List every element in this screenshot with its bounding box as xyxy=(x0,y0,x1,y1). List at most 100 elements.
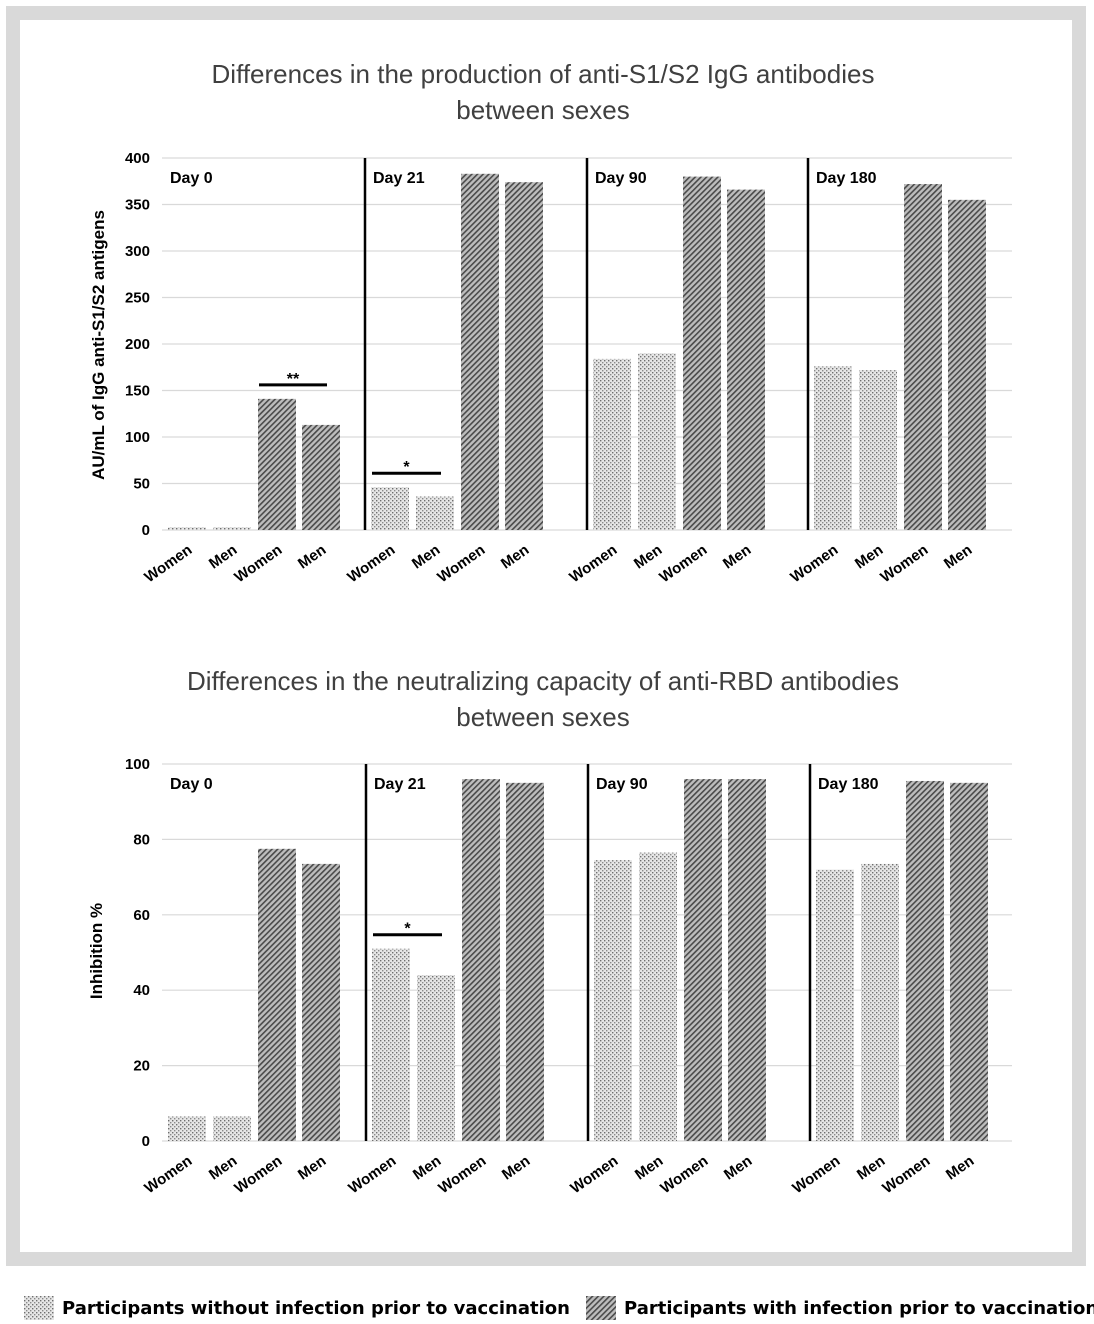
y-tick-label: 400 xyxy=(125,150,150,167)
y-tick-label: 250 xyxy=(125,290,150,307)
panel-label: Day 180 xyxy=(816,170,877,187)
bar xyxy=(506,782,544,1141)
bar xyxy=(906,780,944,1141)
chart-neutralizing: Differences in the neutralizing capacity… xyxy=(87,666,1012,1197)
x-category-label: Men xyxy=(852,541,886,572)
x-category-label: Women xyxy=(567,1152,621,1197)
x-category-label: Men xyxy=(206,541,240,572)
x-category-label: Men xyxy=(295,1152,329,1183)
x-category-label: Women xyxy=(231,541,285,586)
y-tick-label: 350 xyxy=(125,197,150,214)
bar xyxy=(417,975,455,1141)
x-category-label: Women xyxy=(787,541,841,586)
legend-swatch-hatched xyxy=(586,1296,616,1320)
bar xyxy=(859,370,897,530)
bar xyxy=(948,199,986,530)
bar xyxy=(416,496,454,530)
x-category-label: Women xyxy=(141,1152,195,1197)
bar xyxy=(505,182,543,530)
bar xyxy=(258,848,296,1141)
chart-igg: Differences in the production of anti-S1… xyxy=(89,59,1012,586)
x-category-label: Women xyxy=(879,1152,933,1197)
x-category-label: Men xyxy=(720,541,754,572)
bar xyxy=(462,779,500,1141)
x-category-label: Women xyxy=(435,1152,489,1197)
x-category-label: Men xyxy=(498,541,532,572)
bar xyxy=(727,189,765,530)
bar xyxy=(816,869,854,1141)
x-category-label: Women xyxy=(141,541,195,586)
x-category-label: Men xyxy=(632,1152,666,1183)
bar xyxy=(904,184,942,531)
bar xyxy=(168,1116,206,1141)
legend-label: Participants with infection prior to vac… xyxy=(624,1297,1094,1319)
x-category-label: Men xyxy=(499,1152,533,1183)
bar xyxy=(861,863,899,1141)
bar xyxy=(302,424,340,530)
panel-label: Day 180 xyxy=(818,776,879,793)
x-category-label: Men xyxy=(295,541,329,572)
x-category-label: Men xyxy=(941,541,975,572)
y-tick-label: 50 xyxy=(133,476,150,493)
legend: Participants without infection prior to … xyxy=(0,1284,1094,1324)
bar xyxy=(728,779,766,1141)
y-tick-label: 0 xyxy=(142,1133,150,1150)
panel-label: Day 21 xyxy=(373,170,425,187)
bar xyxy=(461,173,499,530)
x-category-label: Men xyxy=(631,541,665,572)
bar xyxy=(168,527,206,530)
bar xyxy=(593,358,631,530)
bar xyxy=(213,527,251,530)
y-tick-label: 100 xyxy=(125,429,150,446)
panel-label: Day 90 xyxy=(595,170,647,187)
y-tick-label: 80 xyxy=(133,831,150,848)
y-tick-label: 200 xyxy=(125,336,150,353)
charts-canvas: Differences in the production of anti-S1… xyxy=(87,59,1012,1197)
y-tick-label: 20 xyxy=(133,1058,150,1075)
x-category-label: Men xyxy=(410,1152,444,1183)
bar xyxy=(594,860,632,1141)
x-category-label: Men xyxy=(409,541,443,572)
y-tick-label: 150 xyxy=(125,383,150,400)
x-category-label: Women xyxy=(344,541,398,586)
x-category-label: Men xyxy=(721,1152,755,1183)
significance-label: * xyxy=(404,921,411,938)
x-category-label: Men xyxy=(206,1152,240,1183)
legend-item-without-infection: Participants without infection prior to … xyxy=(24,1296,570,1320)
x-category-label: Women xyxy=(789,1152,843,1197)
significance-label: * xyxy=(403,459,410,476)
x-category-label: Women xyxy=(657,1152,711,1197)
y-tick-label: 40 xyxy=(133,982,150,999)
legend-item-with-infection: Participants with infection prior to vac… xyxy=(586,1296,1094,1320)
y-tick-label: 100 xyxy=(125,756,150,773)
chart-title-line2: between sexes xyxy=(456,95,629,125)
bar xyxy=(814,366,852,530)
bar xyxy=(371,487,409,530)
x-category-label: Women xyxy=(656,541,710,586)
x-category-label: Women xyxy=(434,541,488,586)
bar xyxy=(950,782,988,1141)
bar xyxy=(258,398,296,530)
legend-swatch-dotted xyxy=(24,1296,54,1320)
bar xyxy=(372,948,410,1141)
x-category-label: Men xyxy=(854,1152,888,1183)
bar xyxy=(639,852,677,1141)
x-category-label: Women xyxy=(566,541,620,586)
significance-label: ** xyxy=(287,371,300,388)
chart-title-line1: Differences in the production of anti-S1… xyxy=(212,59,875,89)
panel-label: Day 21 xyxy=(374,776,426,793)
bar xyxy=(213,1116,251,1141)
bar xyxy=(638,353,676,530)
y-tick-label: 0 xyxy=(142,522,150,539)
y-axis-label: AU/mL of IgG anti-S1/S2 antigens xyxy=(89,210,108,480)
y-tick-label: 300 xyxy=(125,243,150,260)
y-axis-label: Inhibition % xyxy=(87,903,106,999)
chart-title-line1: Differences in the neutralizing capacity… xyxy=(187,666,899,696)
y-tick-label: 60 xyxy=(133,907,150,924)
chart-title-line2: between sexes xyxy=(456,702,629,732)
x-category-label: Women xyxy=(231,1152,285,1197)
bar xyxy=(302,863,340,1141)
x-category-label: Women xyxy=(877,541,931,586)
